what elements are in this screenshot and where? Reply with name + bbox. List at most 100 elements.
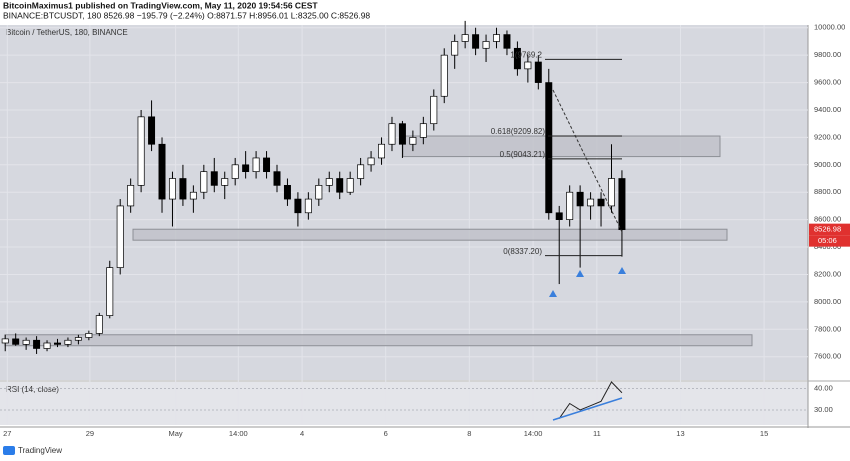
- footer: TradingView: [18, 446, 62, 455]
- y-tick-label: 8200.00: [814, 269, 841, 278]
- x-tick-label: 15: [760, 429, 768, 438]
- candle-body: [116, 205, 124, 268]
- candle-body: [587, 198, 595, 207]
- candle-body: [493, 34, 500, 42]
- header-line1: BitcoinMaximus1 published on TradingView…: [3, 0, 318, 10]
- candle-body: [597, 198, 605, 207]
- y-tick-label: 7800.00: [814, 324, 841, 333]
- candle-body: [210, 171, 218, 186]
- candle-body: [566, 191, 574, 220]
- fib-label: 0.5(9043.21): [500, 150, 546, 159]
- x-tick-label: 29: [86, 429, 94, 438]
- y-tick-label: 10000.00: [814, 23, 845, 32]
- rsi-trend-line: [552, 397, 623, 421]
- candle-body: [346, 178, 354, 193]
- candle-body: [409, 137, 417, 145]
- main-pane: [0, 25, 808, 380]
- candle-body: [242, 164, 250, 173]
- candle-body: [534, 61, 542, 83]
- candle-body: [378, 143, 386, 159]
- x-tick-label: 4: [300, 429, 304, 438]
- candle-body: [137, 116, 145, 186]
- candle-body: [74, 337, 82, 341]
- candle-body: [95, 315, 103, 334]
- zone: [402, 135, 721, 158]
- candle-body: [252, 157, 260, 173]
- candle-body: [524, 61, 532, 70]
- candle-body: [33, 339, 41, 349]
- candle-body: [158, 143, 166, 200]
- y-tick-label: 8600.00: [814, 215, 841, 224]
- x-tick-label: 8: [467, 429, 471, 438]
- candle-body: [555, 212, 563, 220]
- candle-body: [608, 178, 615, 207]
- zone: [132, 228, 728, 241]
- candle-body: [576, 191, 584, 207]
- candle-body: [148, 116, 156, 145]
- fib-trend-line: [552, 89, 623, 233]
- fib-label: 1(9769.2: [510, 50, 542, 59]
- y-tick-label: 8000.00: [814, 297, 841, 306]
- candle-body: [127, 185, 135, 207]
- y-tick-label: 40.00: [814, 383, 833, 392]
- y-tick-label: 9200.00: [814, 132, 841, 141]
- candle-body: [64, 339, 72, 345]
- arrow: [618, 267, 626, 274]
- candle-body: [440, 54, 448, 97]
- candle-body: [1, 338, 9, 344]
- y-tick-label: 9000.00: [814, 160, 841, 169]
- x-tick-label: 11: [593, 429, 601, 438]
- candle-body: [388, 123, 396, 145]
- x-tick-label: 14:00: [524, 429, 543, 438]
- y-tick-label: 30.00: [814, 405, 833, 414]
- last-price-box: [809, 223, 850, 236]
- candle-body: [54, 342, 61, 345]
- rsi-title: RSI (14, close): [6, 385, 59, 394]
- candle-body: [315, 185, 323, 200]
- y-tick-label: 9800.00: [814, 50, 841, 59]
- rsi-pane: [0, 382, 808, 425]
- candle-body: [221, 178, 229, 186]
- candle-body: [263, 157, 271, 173]
- y-tick-label: 7600.00: [814, 352, 841, 361]
- candle-body: [398, 123, 406, 145]
- y-tick-label: 9600.00: [814, 78, 841, 87]
- symbol-title: Bitcoin / TetherUS, 180, BINANCE: [6, 28, 128, 37]
- arrow: [576, 270, 584, 277]
- candle-body: [200, 171, 208, 193]
- y-tick-label: 8800.00: [814, 187, 841, 196]
- x-tick-label: 14:00: [229, 429, 248, 438]
- candle-body: [357, 164, 365, 179]
- candle-body: [472, 34, 480, 49]
- candle-body: [618, 178, 626, 230]
- candle-body: [461, 34, 469, 42]
- x-tick-label: 13: [676, 429, 684, 438]
- candle-body: [106, 267, 114, 316]
- candle-body: [12, 338, 20, 345]
- countdown-box: [809, 235, 850, 247]
- header-line2: BINANCE:BTCUSDT, 180 8526.98 −195.79 (−2…: [3, 10, 370, 20]
- candle-body: [451, 41, 459, 56]
- candle-body: [325, 178, 333, 186]
- rsi-line: [558, 381, 623, 419]
- candle-body: [513, 47, 521, 70]
- countdown-label: 05:06: [818, 236, 837, 245]
- candle-body: [283, 185, 291, 200]
- y-tick-label: 9400.00: [814, 105, 841, 114]
- x-tick-label: 6: [384, 429, 388, 438]
- candle-body: [503, 34, 511, 49]
- candle-body: [22, 339, 30, 345]
- x-tick-label: May: [169, 429, 183, 438]
- candle-body: [189, 191, 197, 200]
- candle-body: [231, 164, 239, 179]
- candle-body: [273, 171, 281, 186]
- candle-body: [482, 41, 490, 49]
- candle-body: [430, 95, 438, 125]
- candle-body: [85, 333, 93, 338]
- arrow: [549, 290, 557, 297]
- candle-body: [419, 123, 427, 138]
- fib-label: 0(8337.20): [503, 247, 542, 256]
- x-tick-label: 27: [3, 429, 11, 438]
- logo: [3, 446, 15, 455]
